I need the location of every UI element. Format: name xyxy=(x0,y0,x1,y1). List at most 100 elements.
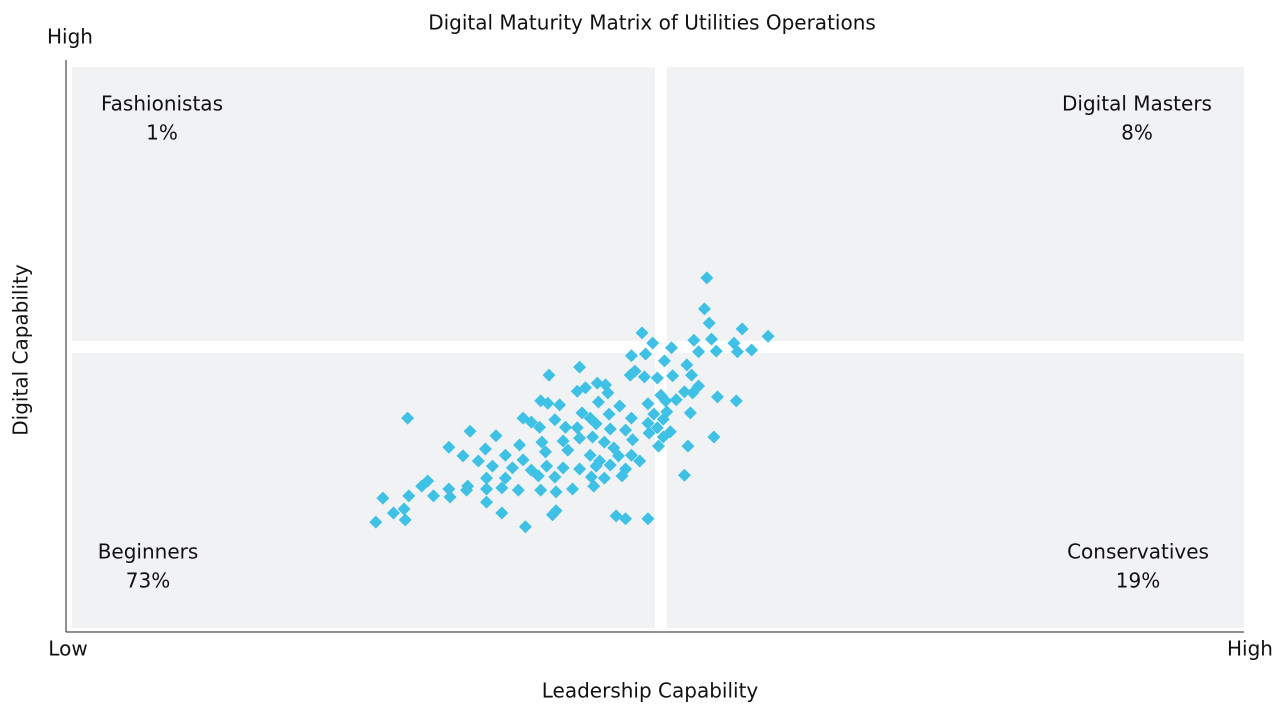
point xyxy=(524,415,538,429)
point xyxy=(480,482,494,496)
point xyxy=(710,390,724,404)
point xyxy=(681,439,695,453)
point xyxy=(745,343,759,357)
quadrant-name: Beginners xyxy=(98,540,199,564)
point xyxy=(624,448,638,462)
point xyxy=(442,482,456,496)
point xyxy=(556,461,570,475)
point xyxy=(729,394,743,408)
point xyxy=(566,482,580,496)
point xyxy=(709,344,723,358)
point xyxy=(573,360,587,374)
x-axis-label: Leadership Capability xyxy=(542,679,759,703)
point xyxy=(495,506,509,520)
point xyxy=(666,369,680,383)
point xyxy=(642,426,656,440)
point xyxy=(615,469,629,483)
point xyxy=(533,420,547,434)
point xyxy=(683,406,697,420)
point xyxy=(485,459,499,473)
point xyxy=(602,407,616,421)
y-tick-label: High xyxy=(47,25,93,49)
point xyxy=(687,333,701,347)
point xyxy=(538,445,552,459)
point xyxy=(657,354,671,368)
point xyxy=(402,489,416,503)
quadrant xyxy=(667,67,1244,341)
point xyxy=(611,449,625,463)
point xyxy=(548,413,562,427)
point xyxy=(603,458,617,472)
point xyxy=(686,386,700,400)
point xyxy=(646,336,660,350)
y-axis-label: Digital Capability xyxy=(9,264,33,436)
point xyxy=(558,420,572,434)
point xyxy=(498,448,512,462)
point xyxy=(685,368,699,382)
point xyxy=(697,302,711,316)
point xyxy=(624,349,638,363)
point xyxy=(613,399,627,413)
point xyxy=(505,461,519,475)
quadrant-share: 73% xyxy=(126,569,170,593)
point xyxy=(659,394,673,408)
point xyxy=(369,515,383,529)
quadrant-name: Conservatives xyxy=(1067,540,1209,564)
point xyxy=(460,483,474,497)
point xyxy=(609,509,623,523)
point xyxy=(463,424,477,438)
point xyxy=(647,407,661,421)
point xyxy=(587,479,601,493)
point xyxy=(397,502,411,516)
point xyxy=(633,454,647,468)
quadrant-share: 19% xyxy=(1116,569,1160,593)
quadrant-share: 8% xyxy=(1121,121,1153,145)
point xyxy=(570,384,584,398)
point xyxy=(386,506,400,520)
point xyxy=(700,271,714,285)
point xyxy=(534,483,548,497)
point xyxy=(650,371,664,385)
point xyxy=(619,512,633,526)
point xyxy=(480,471,494,485)
point xyxy=(427,489,441,503)
chart-title: Digital Maturity Matrix of Utilities Ope… xyxy=(428,11,876,35)
point xyxy=(489,429,503,443)
point xyxy=(498,471,512,485)
point xyxy=(556,434,570,448)
point xyxy=(702,316,716,330)
point xyxy=(591,395,605,409)
point xyxy=(575,406,589,420)
point xyxy=(641,397,655,411)
point xyxy=(478,442,492,456)
point xyxy=(601,386,615,400)
quadrant-name: Digital Masters xyxy=(1062,92,1212,116)
point xyxy=(677,468,691,482)
point xyxy=(421,474,435,488)
point xyxy=(626,433,640,447)
point xyxy=(707,430,721,444)
point xyxy=(583,448,597,462)
point xyxy=(584,470,598,484)
point xyxy=(761,329,775,343)
x-tick-label: High xyxy=(1227,637,1273,661)
point xyxy=(573,431,587,445)
point xyxy=(542,368,556,382)
point xyxy=(513,438,527,452)
point xyxy=(589,417,603,431)
point xyxy=(656,412,670,426)
point xyxy=(495,481,509,495)
point xyxy=(540,459,554,473)
point xyxy=(548,470,562,484)
quadrant-name: Fashionistas xyxy=(101,92,223,116)
point xyxy=(535,435,549,449)
point xyxy=(692,345,706,359)
point xyxy=(586,430,600,444)
point xyxy=(677,385,691,399)
point xyxy=(619,423,633,437)
point xyxy=(573,462,587,476)
point xyxy=(641,512,655,526)
point xyxy=(623,368,637,382)
point xyxy=(541,396,555,410)
